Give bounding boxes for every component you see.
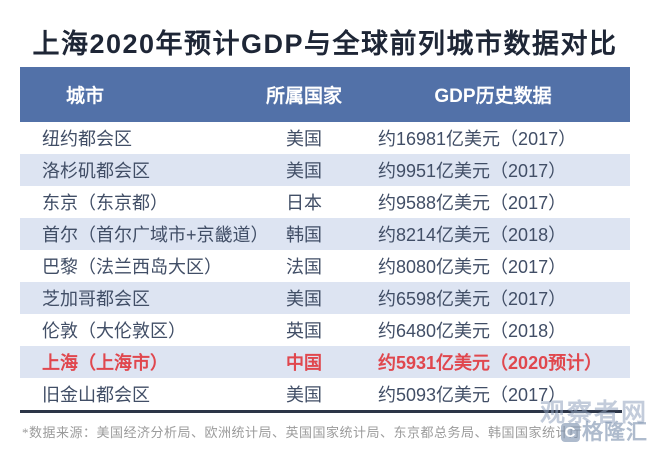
city-cell: 伦敦（大伦敦区）: [42, 321, 186, 341]
country-cell: 美国: [286, 289, 322, 309]
city-cell: 上海（上海市）: [42, 353, 168, 373]
gdp-cell: 约6480亿美元（2018）: [378, 321, 567, 341]
table-header-row: 城市 所属国家 GDP历史数据: [20, 67, 630, 122]
table-row: 洛杉矶都会区 美国 约9951亿美元（2017）: [20, 154, 630, 186]
city-cell: 东京（东京都）: [42, 193, 168, 213]
country-cell: 美国: [286, 129, 322, 149]
column-header-gdp: GDP历史数据: [434, 86, 552, 107]
table-row: 纽约都会区 美国 约16981亿美元（2017）: [20, 122, 630, 154]
watermark-gelonghui-text: 格隆汇: [582, 421, 648, 444]
watermark-observer-text: 观察者网: [539, 399, 648, 427]
gdp-cell: 约8080亿美元（2017）: [378, 257, 567, 277]
city-cell: 巴黎（法兰西岛大区）: [42, 257, 222, 277]
country-cell: 美国: [286, 385, 322, 405]
city-cell: 洛杉矶都会区: [42, 161, 150, 181]
country-cell: 英国: [286, 321, 322, 341]
gdp-comparison-table: 城市 所属国家 GDP历史数据 纽约都会区 美国 约16981亿美元（2017） 洛杉…: [20, 67, 630, 410]
table-row: 东京（东京都） 日本 约9588亿美元（2017）: [20, 186, 630, 218]
data-source-footnote: *数据来源：美国经济分析局、欧洲统计局、英国国家统计局、东京都总务局、韩国国家统…: [22, 425, 583, 440]
country-cell: 法国: [286, 257, 322, 277]
gdp-cell: 约6598亿美元（2017）: [378, 289, 567, 309]
city-cell: 纽约都会区: [42, 129, 132, 149]
gdp-cell: 约9588亿美元（2017）: [378, 193, 567, 213]
page-title: 上海2020年预计GDP与全球前列城市数据对比: [32, 29, 618, 59]
gelonghui-c-logo-icon: C: [561, 423, 580, 442]
table-row: 伦敦（大伦敦区） 英国 约6480亿美元（2018）: [20, 314, 630, 346]
country-cell: 美国: [286, 161, 322, 181]
table-row: 首尔（首尔广域市+京畿道） 韩国 约8214亿美元（2018）: [20, 218, 630, 250]
city-cell: 首尔（首尔广域市+京畿道）: [42, 225, 269, 245]
gdp-cell: 约5931亿美元（2020预计）: [378, 353, 603, 373]
gdp-cell: 约9951亿美元（2017）: [378, 161, 567, 181]
country-cell: 中国: [286, 353, 322, 373]
column-header-country: 所属国家: [265, 86, 342, 107]
watermark-gelonghui: C 格隆汇: [540, 422, 648, 443]
gdp-cell: 约16981亿美元（2017）: [378, 129, 577, 149]
table-row: 旧金山都会区 美国 约5093亿美元（2017）: [20, 378, 630, 410]
table-row: 巴黎（法兰西岛大区） 法国 约8080亿美元（2017）: [20, 250, 630, 282]
watermark: 观察者网 C 格隆汇: [539, 399, 648, 444]
table-body: 纽约都会区 美国 约16981亿美元（2017） 洛杉矶都会区 美国 约9951亿美元（2…: [20, 122, 630, 410]
country-cell: 韩国: [286, 225, 322, 245]
country-cell: 日本: [286, 193, 322, 213]
table-bottom-border: [20, 410, 622, 413]
column-header-city: 城市: [66, 86, 105, 107]
gdp-cell: 约8214亿美元（2018）: [378, 225, 567, 245]
city-cell: 旧金山都会区: [42, 385, 150, 405]
gdp-cell: 约5093亿美元（2017）: [378, 385, 567, 405]
table-row: 芝加哥都会区 美国 约6598亿美元（2017）: [20, 282, 630, 314]
table-row: 上海（上海市） 中国 约5931亿美元（2020预计）: [20, 346, 630, 378]
city-cell: 芝加哥都会区: [42, 289, 150, 309]
